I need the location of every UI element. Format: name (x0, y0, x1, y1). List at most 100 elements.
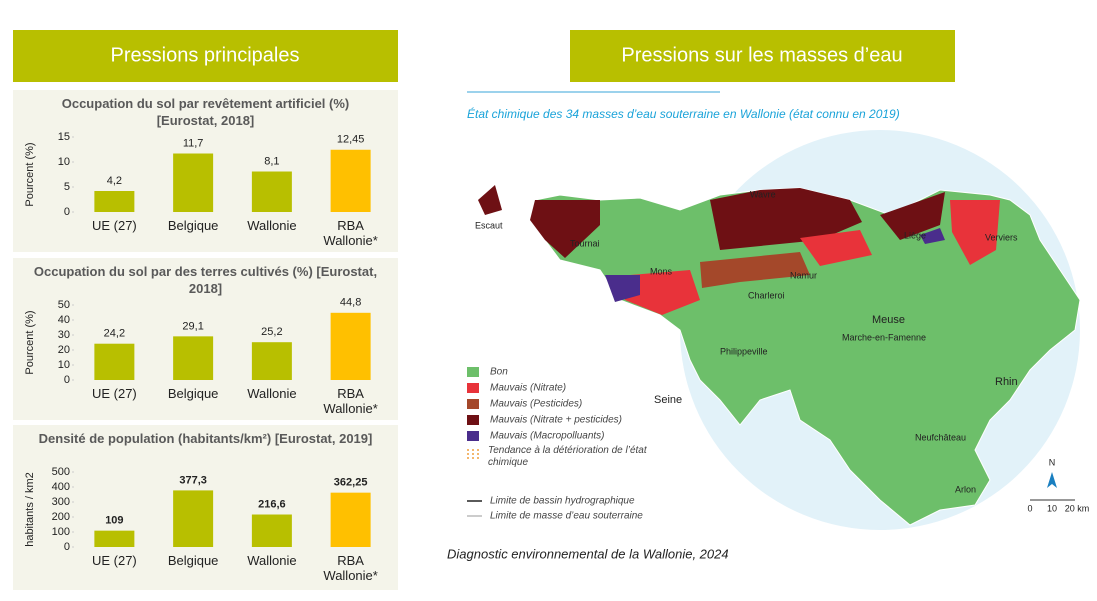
map-label: Philippeville (720, 346, 768, 356)
x-tick-label-box: RBA Wallonie* (323, 553, 378, 583)
y-tick-label: 50 (58, 299, 70, 311)
legend-dot (472, 453, 474, 455)
legend-swatch (467, 415, 479, 425)
legend-dot (477, 449, 479, 451)
bar (251, 514, 292, 547)
north-arrow (1047, 472, 1057, 488)
legend-dot (477, 457, 479, 459)
region (625, 270, 700, 315)
y-tick-label: 0 (64, 374, 70, 386)
right-header: Pressions sur les masses d’eau (621, 44, 902, 66)
value-label: 377,3 (179, 474, 207, 486)
legend-label: Mauvais (Nitrate) (490, 383, 566, 394)
legend-label: Mauvais (Pesticides) (490, 399, 582, 410)
x-tick-label: RBA Wallonie* (323, 386, 378, 416)
value-label: 216,6 (258, 498, 286, 510)
left-header: Pressions principales (111, 44, 300, 66)
north: N (1049, 457, 1056, 467)
scale-label: 0 (1027, 503, 1032, 513)
legend: Bon Mauvais (Nitrate) Mauvais (Pesticides)… (467, 367, 647, 468)
x-tick-label: Belgique (167, 386, 219, 401)
x-tick-label: UE (27) (91, 386, 137, 401)
x-tick-label: Belgique (167, 218, 219, 233)
x-tick-label: Belgique (167, 553, 219, 568)
map-label: Mons (650, 266, 673, 276)
y-tick-label: 20 (58, 344, 70, 356)
y-tick-label: 10 (58, 359, 70, 371)
bar (94, 530, 135, 547)
left-header-box (13, 30, 398, 82)
legend-dot (467, 457, 469, 459)
value-label: 29,1 (182, 320, 203, 332)
x-tick-label: Wallonie (247, 386, 297, 401)
legend-label: Mauvais (Macropolluants) (490, 431, 605, 442)
map: Escaut Tournai Wavre Liège Verviers Mons… (475, 130, 1089, 530)
x-tick-label-box: RBA Wallonie* (323, 218, 377, 248)
x-tick-label: UE (27) (91, 218, 137, 233)
legend-label: Limite de masse d’eau souterraine (490, 511, 643, 522)
legend-dot (472, 449, 474, 451)
y-tick-label: 0 (64, 206, 70, 218)
region (605, 275, 640, 302)
bar (173, 336, 214, 380)
bar (94, 191, 135, 212)
x-tick-label-box: Wallonie (247, 386, 297, 401)
legend-label: Mauvais (Nitrate + pesticides) (490, 415, 622, 426)
region (920, 228, 945, 244)
value-label: 11,7 (183, 137, 204, 149)
caption: Diagnostic environnemental de la Walloni… (447, 546, 729, 561)
x-tick-label-box: Wallonie (247, 553, 297, 568)
map-label: Rhin (995, 376, 1018, 388)
legend-dot (472, 457, 474, 459)
value-label: 25,2 (261, 326, 282, 338)
map-label: Seine (654, 394, 682, 406)
chart-title-box: Occupation du sol par revêtement artific… (61, 96, 350, 128)
map-label: Tournai (570, 238, 600, 248)
y-tick-label: 500 (52, 466, 70, 478)
chart-title: Occupation du sol par revêtement artific… (61, 96, 350, 128)
x-tick-label-box: RBA Wallonie* (323, 386, 378, 416)
value-label: 8,1 (264, 155, 279, 167)
bar (330, 149, 371, 212)
legend-swatch (467, 431, 479, 441)
x-tick-label-box: Belgique (167, 386, 219, 401)
right-header-box (570, 30, 955, 82)
y-tick-label: 0 (64, 541, 70, 553)
value-label: 4,2 (107, 175, 122, 187)
y-tick-label: 10 (58, 156, 70, 168)
x-tick-label: RBA Wallonie* (323, 553, 378, 583)
legend-label-box: Tendance à la détérioration de l’état ch… (488, 445, 647, 468)
y-tick-label: 15 (58, 131, 70, 143)
value-label: 109 (105, 515, 123, 527)
region (478, 185, 502, 215)
legend-swatch (467, 383, 479, 393)
y-axis-label: habitants / km2 (24, 472, 36, 547)
value-label: 12,45 (337, 134, 365, 146)
bar (173, 153, 214, 212)
x-tick-label: Wallonie (247, 553, 297, 568)
y-tick-label: 100 (52, 526, 70, 538)
map-label: Charleroi (748, 290, 785, 300)
y-tick-label: 30 (58, 329, 70, 341)
bar (330, 312, 371, 380)
x-tick-label-box: Belgique (167, 218, 219, 233)
map-label: Meuse (872, 314, 905, 326)
map-label: Neufchâteau (915, 432, 966, 442)
bar (94, 343, 135, 380)
bar (173, 490, 214, 547)
value-label: 24,2 (104, 328, 125, 340)
y-axis-label: Pourcent (%) (24, 310, 36, 374)
legend-label: Bon (490, 367, 508, 378)
region (950, 200, 1000, 265)
legend-swatch (467, 399, 479, 409)
chart-title: Occupation du sol par des terres cultivé… (33, 264, 378, 296)
region (880, 192, 945, 240)
y-tick-label: 300 (52, 496, 70, 508)
x-tick-label-box: UE (27) (91, 218, 137, 233)
region (530, 200, 600, 258)
y-tick-label: 5 (64, 181, 70, 193)
map-label: Arlon (955, 484, 976, 494)
legend-swatch (467, 367, 479, 377)
chart-title: Densité de population (habitants/km²) [E… (38, 431, 373, 446)
